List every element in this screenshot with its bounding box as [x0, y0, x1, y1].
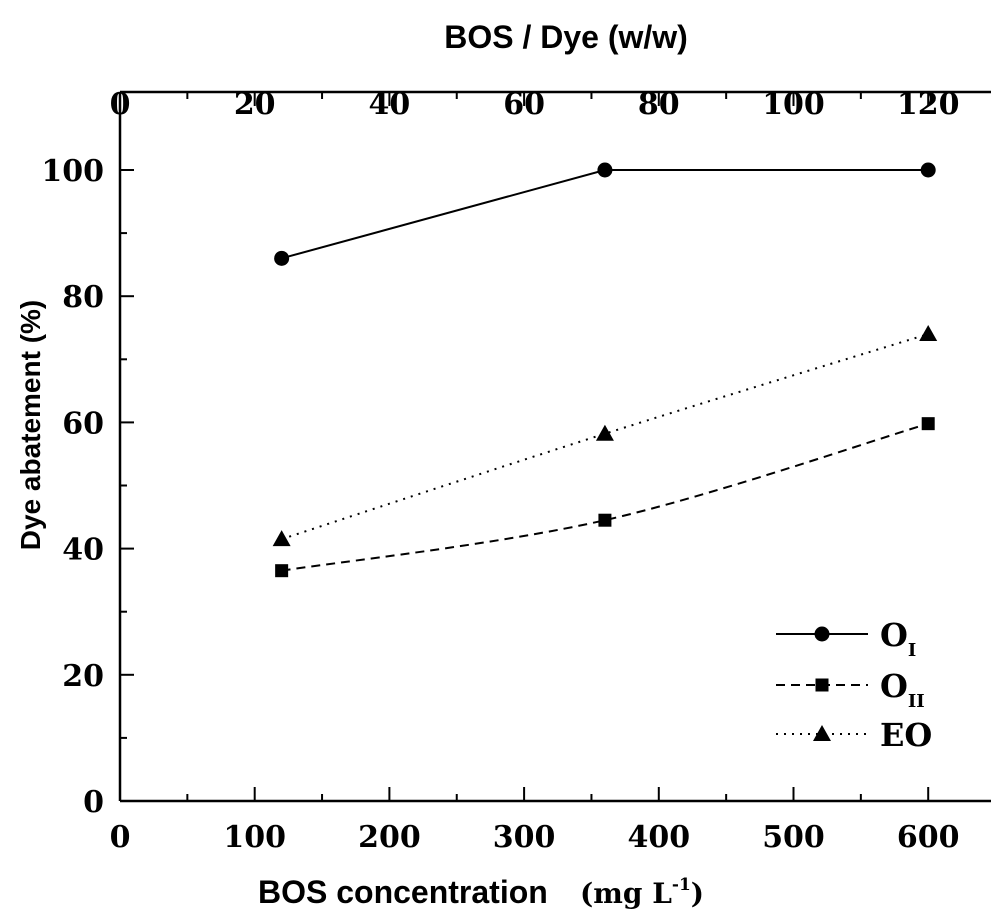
legend-marker	[814, 626, 830, 642]
x-tick-label: 500	[762, 820, 825, 855]
legend-marker	[815, 678, 829, 692]
y-tick-label: 60	[62, 406, 104, 441]
x-axis-title: BOS concentration	[258, 874, 548, 910]
x2-tick-label: 120	[897, 87, 960, 122]
legend-label-sub: II	[908, 691, 925, 712]
legend-item: OII	[776, 667, 925, 712]
y-tick-label: 20	[62, 659, 104, 694]
data-point	[919, 325, 938, 342]
data-point	[598, 513, 612, 527]
data-point	[920, 162, 936, 178]
data-point	[275, 564, 289, 578]
x2-tick-label: 20	[234, 87, 276, 122]
data-point	[274, 250, 290, 266]
y-tick-label: 100	[41, 154, 104, 189]
x2-tick-label: 40	[369, 87, 411, 122]
series-oii	[275, 417, 935, 578]
data-point	[921, 417, 935, 431]
series-oi	[274, 162, 936, 266]
legend-label: OII	[880, 667, 925, 712]
x2-tick-label: 100	[762, 87, 825, 122]
x2-tick-label: 0	[110, 87, 131, 122]
legend-label-main: O	[880, 616, 908, 654]
series-line	[281, 422, 929, 572]
x-tick-label: 200	[358, 820, 421, 855]
data-point	[597, 162, 613, 178]
x-tick-label: 300	[493, 820, 556, 855]
x2-tick-label: 80	[638, 87, 680, 122]
x2-tick-label: 60	[503, 87, 545, 122]
x-axis-unit-close: )	[691, 877, 704, 910]
x2-axis-title: BOS / Dye (w/w)	[444, 19, 688, 55]
data-point	[595, 424, 614, 441]
legend-label-main: EO	[880, 716, 932, 754]
x-tick-label: 400	[627, 820, 690, 855]
x-axis-unit-sup: -1	[672, 875, 691, 895]
x-tick-label: 100	[223, 820, 286, 855]
y-axis-title: Dye abatement (%)	[15, 300, 46, 551]
legend-label: OI	[880, 616, 916, 661]
x-axis-unit: (mg L-1)	[580, 875, 704, 910]
legend-marker	[813, 725, 831, 741]
legend-item: OI	[776, 616, 916, 661]
series-eo	[272, 325, 938, 547]
ticks	[119, 92, 930, 802]
legend-item: EO	[776, 716, 932, 754]
y-tick-label: 40	[62, 533, 104, 568]
legend-label: EO	[880, 716, 932, 754]
x-axis-title-group: BOS concentration (mg L-1)	[258, 874, 704, 910]
data-point	[272, 530, 291, 547]
x-tick-label: 0	[110, 820, 131, 855]
y-tick-label: 80	[62, 280, 104, 315]
legend-label-sub: I	[908, 640, 916, 661]
series-layer	[272, 162, 938, 578]
series-line	[281, 169, 929, 260]
y-tick-label: 0	[83, 785, 104, 820]
x-tick-label: 600	[897, 820, 960, 855]
legend-label-main: O	[880, 667, 908, 705]
x-axis-unit-base: (mg L	[580, 877, 672, 910]
